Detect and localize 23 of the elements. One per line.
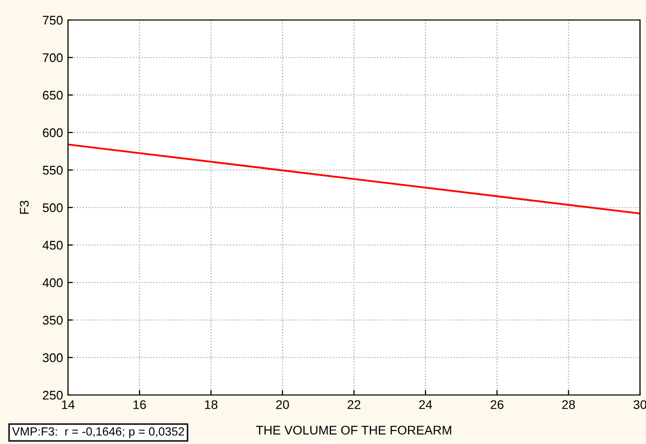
x-tick-label: 28 <box>562 400 575 410</box>
x-tick-label: 16 <box>134 400 146 410</box>
y-tick-label: 350 <box>42 316 63 325</box>
text: VMP:F3: r = -0,1646; p = 0,0352 <box>12 427 184 438</box>
y-tick-label: 300 <box>42 353 63 362</box>
y-tick-label: 450 <box>42 240 63 250</box>
x-tick-label: 14 <box>62 400 75 409</box>
y-tick-label: 600 <box>42 128 63 138</box>
y-tick-label: 400 <box>42 278 63 288</box>
y-tick-label: 650 <box>42 90 63 100</box>
x-tick-label: 20 <box>276 400 289 410</box>
y-tick-label: 550 <box>42 166 63 175</box>
x-tick-label: 18 <box>205 400 218 410</box>
x-tick-label: 24 <box>419 400 432 409</box>
x-axis-title: THE VOLUME OF THE FOREARM <box>256 426 452 435</box>
x-tick-label: 26 <box>490 400 504 410</box>
x-tick-label: 22 <box>348 400 360 409</box>
y-axis-title: F3 <box>20 200 29 214</box>
y-tick-label: 750 <box>42 16 63 25</box>
y-tick-label: 700 <box>42 53 63 62</box>
y-tick-label: 500 <box>42 203 63 212</box>
y-tick-label: 250 <box>42 390 63 400</box>
x-tick-label: 30 <box>634 400 646 410</box>
